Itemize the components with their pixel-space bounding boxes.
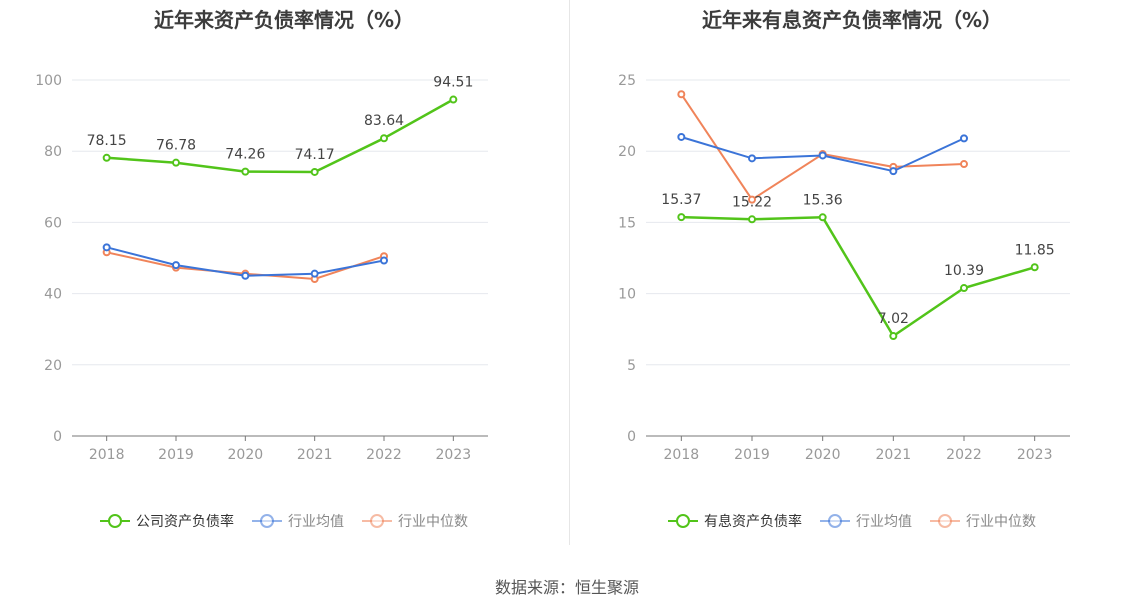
legend-label: 行业中位数 — [966, 514, 1036, 530]
legend-swatch-icon — [930, 514, 960, 528]
y-tick-label: 5 — [627, 358, 636, 374]
y-tick-label: 25 — [618, 73, 636, 89]
data-point — [748, 154, 756, 163]
data-label: 15.22 — [732, 194, 772, 210]
legend-swatch-icon — [362, 514, 392, 528]
legend-label: 行业均值 — [288, 514, 344, 530]
plot-area-right: 0 5 10 15 20 25 2018 2019 2020 2021 2022 2023 15.37 1… — [618, 73, 1070, 463]
data-point — [960, 160, 968, 169]
chart-title-right: 近年来有息资产负债率情况（%） — [701, 8, 1003, 32]
data-point — [241, 271, 250, 280]
legend-label: 行业中位数 — [398, 514, 468, 530]
x-tick-label: 2021 — [876, 447, 912, 463]
data-label: 15.36 — [803, 192, 843, 208]
x-tick-label: 2022 — [946, 447, 982, 463]
x-tick-label: 2020 — [805, 447, 841, 463]
legend-left: 公司资产负债率 行业均值 行业中位数 — [0, 511, 568, 531]
x-tick-label: 2023 — [1017, 447, 1053, 463]
legend-label: 公司资产负债率 — [136, 514, 234, 530]
legend-swatch-icon — [668, 514, 698, 528]
data-point — [677, 132, 686, 141]
x-tick-label: 2022 — [366, 447, 402, 463]
plot-area-left: 0 20 40 60 80 100 2018 2019 2020 2021 2022 2023 78.1… — [35, 73, 488, 463]
legend-right: 有息资产负债率 行业均值 行业中位数 — [570, 511, 1134, 531]
x-tick-label: 2019 — [734, 447, 770, 463]
y-tick-label: 20 — [44, 358, 62, 374]
series-line — [106, 98, 454, 174]
x-tick-label: 2023 — [436, 447, 472, 463]
data-point — [241, 167, 250, 176]
data-label: 74.17 — [295, 147, 335, 163]
data-point — [889, 167, 898, 176]
data-label: 76.78 — [156, 138, 196, 154]
legend-label: 有息资产负债率 — [704, 514, 802, 530]
data-point — [102, 243, 111, 252]
y-tick-label: 15 — [618, 215, 636, 231]
data-label: 74.26 — [225, 147, 265, 163]
legend-item[interactable]: 行业均值 — [820, 511, 912, 531]
data-point — [889, 332, 898, 341]
x-tick-label: 2018 — [89, 447, 125, 463]
y-tick-label: 10 — [618, 287, 636, 303]
data-label: 7.02 — [878, 311, 909, 327]
y-tick-label: 100 — [35, 73, 62, 89]
panel-divider — [569, 0, 570, 545]
legend-swatch-icon — [100, 514, 130, 528]
legend-swatch-icon — [820, 514, 850, 528]
legend-item[interactable]: 行业中位数 — [362, 511, 468, 531]
y-tick-label: 60 — [44, 215, 62, 231]
data-point — [1030, 263, 1039, 272]
data-label: 10.39 — [944, 263, 984, 279]
data-point — [449, 95, 458, 104]
data-label: 83.64 — [364, 113, 404, 129]
data-point — [677, 213, 686, 222]
legend-item[interactable]: 有息资产负债率 — [668, 511, 802, 531]
data-point — [380, 134, 388, 143]
series-line — [680, 93, 965, 201]
chart-panel-right: 近年来有息资产负债率情况（%） 0 5 10 15 20 25 2018 2019 2020 20… — [570, 0, 1134, 560]
data-point — [172, 261, 180, 270]
data-point — [960, 284, 968, 293]
data-point — [172, 158, 180, 167]
x-tick-label: 2018 — [664, 447, 700, 463]
legend-item[interactable]: 行业均值 — [252, 511, 344, 531]
y-tick-label: 40 — [44, 287, 62, 303]
data-point — [677, 90, 686, 99]
legend-item[interactable]: 公司资产负债率 — [100, 511, 234, 531]
legend-label: 行业均值 — [856, 514, 912, 530]
data-point — [818, 151, 827, 160]
data-label: 78.15 — [87, 133, 127, 149]
data-point — [310, 167, 319, 176]
data-point — [102, 153, 111, 162]
data-point — [748, 195, 756, 204]
data-label: 94.51 — [433, 75, 473, 91]
data-point — [748, 215, 756, 224]
data-label: 15.37 — [661, 192, 701, 208]
chart-panel-left: 近年来资产负债率情况（%） 0 20 40 60 80 100 2018 2019 2020 20… — [0, 0, 568, 560]
x-tick-label: 2019 — [158, 447, 194, 463]
y-tick-label: 0 — [53, 429, 62, 445]
legend-swatch-icon — [252, 514, 282, 528]
data-point — [380, 256, 388, 265]
x-tick-label: 2021 — [297, 447, 333, 463]
y-tick-label: 0 — [627, 429, 636, 445]
data-point — [310, 269, 319, 278]
y-tick-label: 80 — [44, 144, 62, 160]
chart-title-left: 近年来资产负债率情况（%） — [153, 8, 415, 32]
data-source-note: 数据来源：恒生聚源 — [494, 578, 639, 597]
data-label: 11.85 — [1015, 242, 1055, 258]
y-tick-label: 20 — [618, 144, 636, 160]
series-line — [681, 215, 1036, 338]
data-point — [818, 213, 827, 222]
data-point — [960, 134, 968, 143]
legend-item[interactable]: 行业中位数 — [930, 511, 1036, 531]
x-tick-label: 2020 — [228, 447, 264, 463]
